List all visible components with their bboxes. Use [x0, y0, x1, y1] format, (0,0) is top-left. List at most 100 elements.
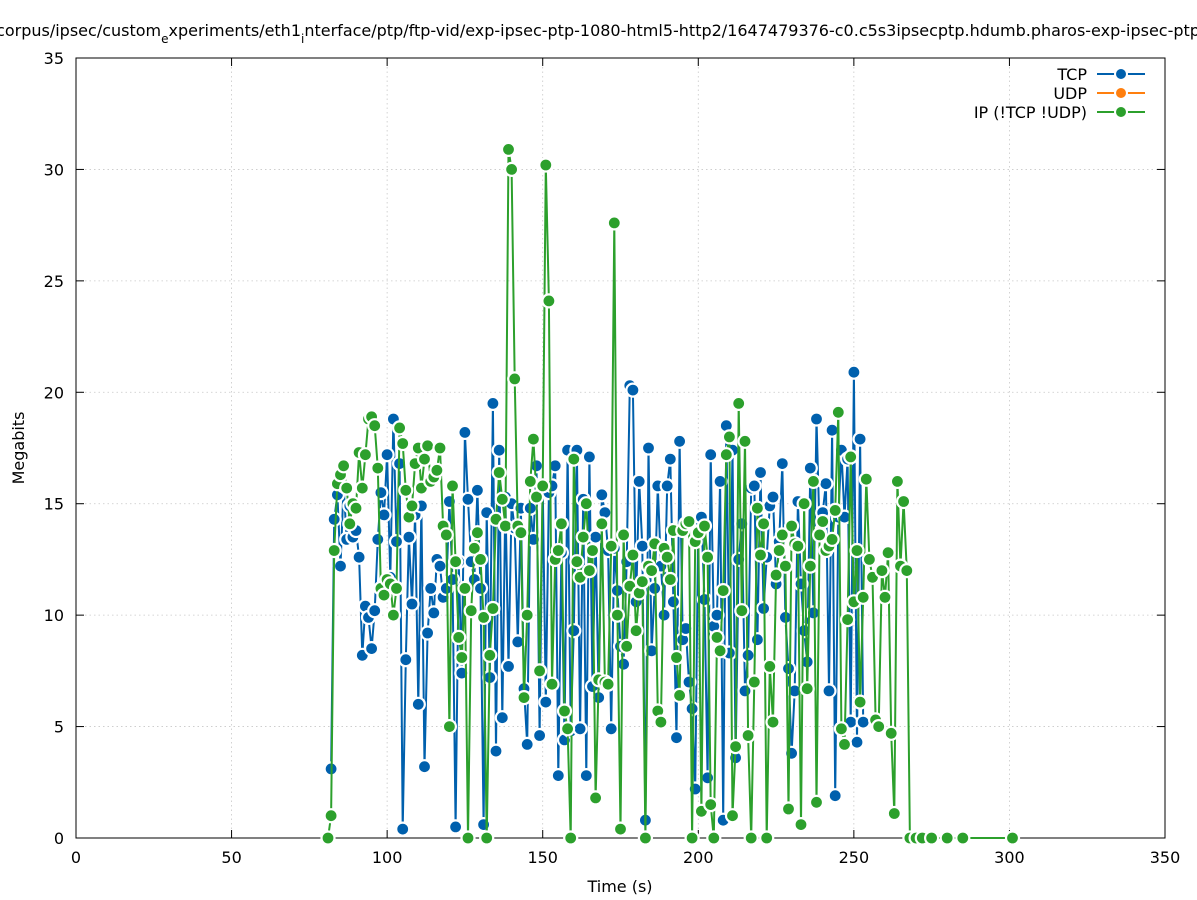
legend-label-udp: UDP: [1053, 84, 1087, 103]
title-subscript: e: [161, 32, 168, 46]
data-point-ip-tcp-udp: [507, 371, 523, 387]
data-point-ip-tcp-udp: [336, 458, 352, 474]
data-point-ip-tcp-udp: [886, 805, 902, 822]
data-point-tcp: [684, 701, 700, 717]
data-point-tcp: [631, 473, 647, 489]
data-point-ip-tcp-udp: [320, 830, 336, 846]
data-point-ip-tcp-udp: [1004, 830, 1021, 846]
data-point-ip-tcp-udp: [628, 623, 644, 639]
x-tick-label: 0: [71, 848, 81, 867]
data-point-ip-tcp-udp: [740, 727, 756, 744]
data-point-ip-tcp-udp: [516, 689, 532, 706]
data-point-tcp: [423, 580, 439, 597]
x-tick-label: 50: [221, 848, 241, 867]
data-point-ip-tcp-udp: [765, 714, 781, 730]
data-point-ip-tcp-udp: [541, 293, 557, 309]
data-point-ip-tcp-udp: [454, 649, 470, 666]
data-point-ip-tcp-udp: [504, 161, 520, 177]
data-point-ip-tcp-udp: [451, 629, 467, 646]
data-point-ip-tcp-udp: [569, 554, 585, 570]
data-point-ip-tcp-udp: [606, 215, 622, 231]
data-point-tcp: [370, 531, 386, 548]
data-point-ip-tcp-udp: [600, 676, 616, 692]
data-point-ip-tcp-udp: [392, 420, 408, 436]
data-point-ip-tcp-udp: [357, 447, 373, 463]
data-point-tcp: [404, 596, 420, 612]
data-point-ip-tcp-udp: [494, 491, 510, 507]
data-point-ip-tcp-udp: [525, 431, 542, 447]
series: [320, 141, 1021, 846]
data-point-ip-tcp-udp: [727, 738, 744, 755]
data-point-tcp: [332, 558, 349, 574]
data-point-tcp: [668, 730, 685, 746]
data-point-ip-tcp-udp: [880, 545, 896, 561]
data-point-ip-tcp-udp: [790, 538, 806, 554]
data-point-ip-tcp-udp: [811, 527, 828, 543]
data-point-ip-tcp-udp: [556, 703, 573, 719]
data-point-ip-tcp-udp: [743, 830, 759, 846]
series-ip-tcp-udp: [320, 141, 1021, 846]
title-part: corpus/ipsec/custom: [0, 21, 161, 40]
data-point-ip-tcp-udp: [538, 157, 554, 173]
data-point-ip-tcp-udp: [643, 562, 660, 579]
data-point-ip-tcp-udp: [715, 582, 731, 599]
data-point-ip-tcp-udp: [793, 816, 809, 833]
y-tick-label: 30: [44, 160, 64, 179]
data-point-tcp: [821, 683, 837, 699]
data-point-ip-tcp-udp: [339, 480, 355, 496]
data-point-tcp: [802, 460, 818, 476]
data-point-ip-tcp-udp: [395, 435, 411, 452]
data-point-ip-tcp-udp: [671, 687, 688, 704]
data-point-ip-tcp-udp: [519, 607, 535, 623]
data-point-ip-tcp-udp: [849, 542, 865, 559]
data-point-ip-tcp-udp: [752, 547, 769, 563]
legend-marker-ip-tcp-udp: [1114, 105, 1128, 119]
data-point-ip-tcp-udp: [385, 607, 401, 623]
data-point-ip-tcp-udp: [416, 451, 433, 467]
data-point-tcp: [603, 721, 619, 737]
data-point-tcp: [326, 511, 342, 527]
data-point-ip-tcp-udp: [696, 518, 713, 534]
data-point-ip-tcp-udp: [777, 558, 794, 574]
data-point-ip-tcp-udp: [734, 603, 750, 619]
data-point-tcp: [581, 449, 598, 465]
x-tick-label: 300: [994, 848, 1025, 867]
data-point-tcp: [398, 652, 414, 668]
data-point-tcp: [401, 529, 417, 545]
data-point-tcp: [376, 507, 392, 523]
data-point-ip-tcp-udp: [861, 551, 878, 568]
data-point-ip-tcp-udp: [469, 525, 485, 541]
data-point-ip-tcp-udp: [348, 500, 364, 516]
title-subscript: i: [301, 32, 304, 46]
data-point-tcp: [550, 767, 566, 784]
data-point-ip-tcp-udp: [662, 571, 678, 588]
data-point-tcp: [818, 476, 834, 492]
data-point-ip-tcp-udp: [684, 830, 700, 846]
data-point-ip-tcp-udp: [883, 725, 899, 741]
data-point-ip-tcp-udp: [522, 473, 538, 489]
legend-marker-udp: [1114, 86, 1128, 100]
data-point-ip-tcp-udp: [528, 489, 545, 505]
data-point-tcp: [367, 603, 383, 619]
data-point-ip-tcp-udp: [709, 629, 725, 646]
data-point-ip-tcp-udp: [466, 540, 482, 556]
data-point-tcp: [531, 727, 548, 744]
data-point-tcp: [808, 411, 825, 427]
data-point-ip-tcp-udp: [815, 513, 831, 530]
legend-label-ip-tcp-udp: IP (!TCP !UDP): [974, 103, 1087, 122]
data-point-ip-tcp-udp: [874, 562, 890, 579]
data-point-tcp: [587, 529, 604, 545]
data-point-tcp: [510, 634, 526, 650]
data-point-ip-tcp-udp: [463, 603, 479, 619]
data-point-ip-tcp-udp: [612, 821, 629, 837]
data-point-tcp: [485, 395, 501, 411]
data-point-ip-tcp-udp: [513, 525, 529, 541]
data-point-tcp: [780, 660, 797, 677]
data-point-ip-tcp-udp: [634, 574, 650, 590]
data-point-tcp: [746, 478, 762, 494]
data-point-tcp: [665, 594, 682, 610]
data-point-ip-tcp-udp: [559, 721, 576, 737]
data-point-ip-tcp-udp: [858, 471, 874, 487]
